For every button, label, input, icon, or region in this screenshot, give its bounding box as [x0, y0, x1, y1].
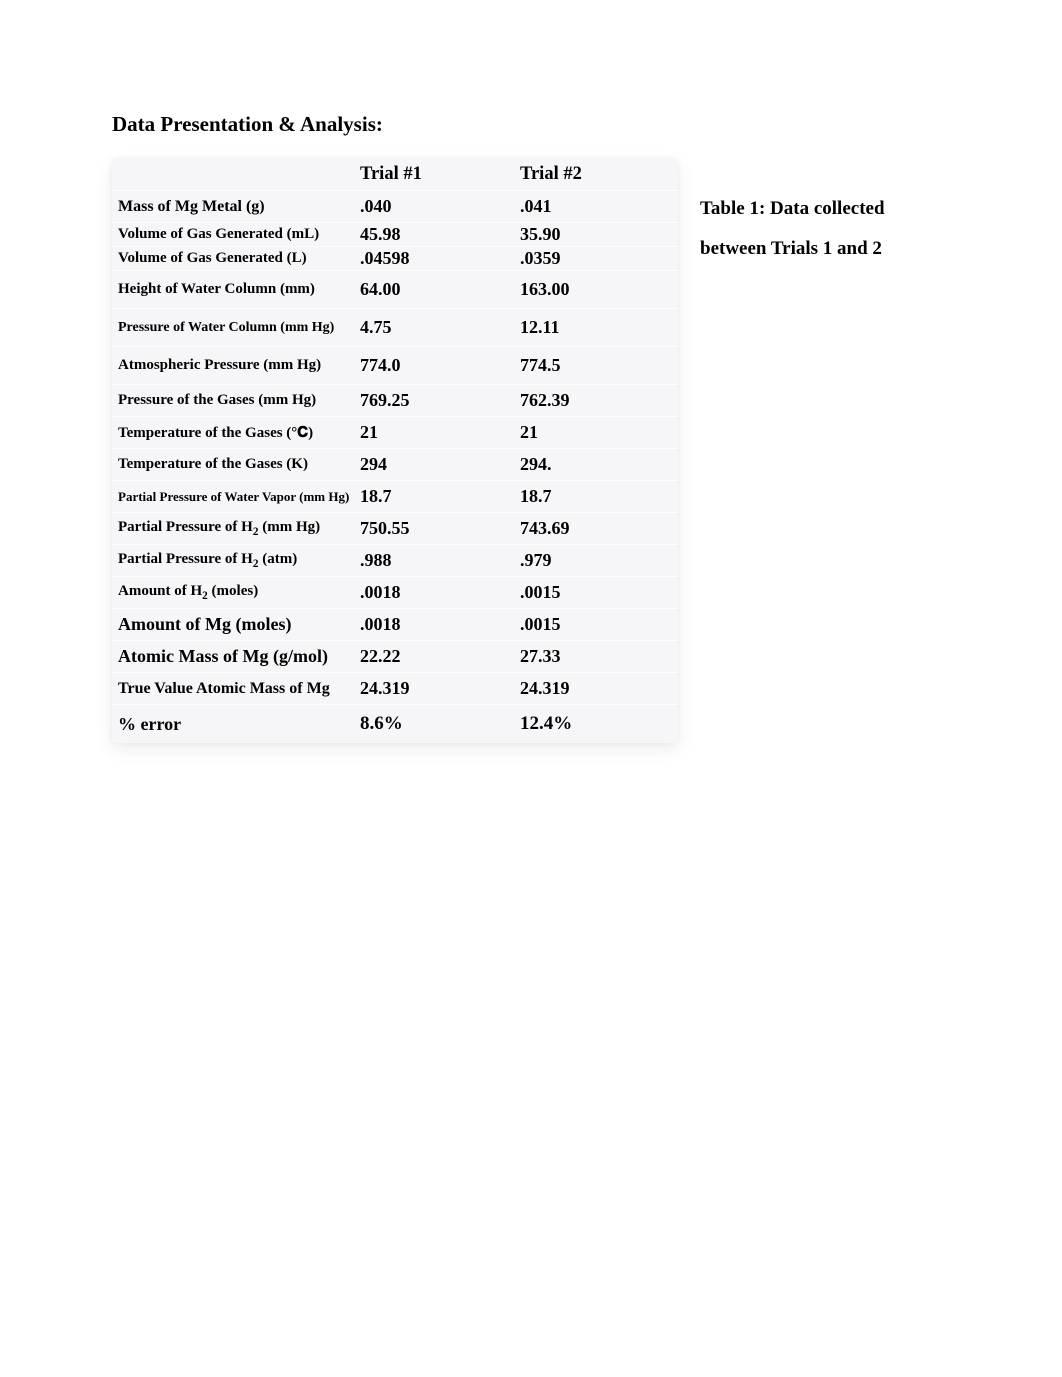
- row-label: Mass of Mg Metal (g): [112, 191, 360, 223]
- row-label: Volume of Gas Generated (L): [112, 247, 360, 271]
- row-value-trial-1: 24.319: [360, 673, 520, 705]
- table-row: Atmospheric Pressure (mm Hg)774.0774.5: [112, 347, 678, 385]
- row-value-trial-2: 743.69: [520, 513, 678, 545]
- table-row: Partial Pressure of H2 (mm Hg)750.55743.…: [112, 513, 678, 545]
- table-header-row: Trial #1Trial #2: [112, 159, 678, 191]
- row-label: Pressure of the Gases (mm Hg): [112, 385, 360, 417]
- table-row: Partial Pressure of Water Vapor (mm Hg)1…: [112, 481, 678, 513]
- row-value-trial-2: 35.90: [520, 223, 678, 247]
- row-value-trial-1: 45.98: [360, 223, 520, 247]
- row-label: Partial Pressure of Water Vapor (mm Hg): [112, 481, 360, 513]
- row-value-trial-1: .040: [360, 191, 520, 223]
- caption-line-1: Table 1: Data collected: [700, 189, 885, 229]
- table-row: Temperature of the Gases (K)294294.: [112, 449, 678, 481]
- row-label: Atomic Mass of Mg (g/mol): [112, 641, 360, 673]
- row-label: Partial Pressure of H2 (atm): [112, 545, 360, 577]
- table-row: True Value Atomic Mass of Mg24.31924.319: [112, 673, 678, 705]
- table-row: Mass of Mg Metal (g).040.041: [112, 191, 678, 223]
- table-row: Amount of H2 (moles).0018.0015: [112, 577, 678, 609]
- row-value-trial-1: 294: [360, 449, 520, 481]
- row-label: Partial Pressure of H2 (mm Hg): [112, 513, 360, 545]
- row-label: Height of Water Column (mm): [112, 271, 360, 309]
- data-table: Trial #1Trial #2Mass of Mg Metal (g).040…: [112, 159, 678, 743]
- table-row: Temperature of the Gases (°𝐂)2121: [112, 417, 678, 449]
- content-wrap: Trial #1Trial #2Mass of Mg Metal (g).040…: [112, 159, 990, 743]
- table-row: Pressure of Water Column (mm Hg)4.7512.1…: [112, 309, 678, 347]
- row-label: Volume of Gas Generated (mL): [112, 223, 360, 247]
- table-row: Atomic Mass of Mg (g/mol)22.2227.33: [112, 641, 678, 673]
- row-value-trial-2: 24.319: [520, 673, 678, 705]
- row-label: Amount of Mg (moles): [112, 609, 360, 641]
- table-row: Volume of Gas Generated (L).04598.0359: [112, 247, 678, 271]
- table-caption: Table 1: Data collected between Trials 1…: [700, 159, 885, 269]
- row-value-trial-1: 8.6%: [360, 705, 520, 743]
- row-value-trial-2: 294.: [520, 449, 678, 481]
- row-label: Amount of H2 (moles): [112, 577, 360, 609]
- row-value-trial-2: 12.11: [520, 309, 678, 347]
- row-value-trial-1: 769.25: [360, 385, 520, 417]
- row-value-trial-1: 64.00: [360, 271, 520, 309]
- row-value-trial-2: .0359: [520, 247, 678, 271]
- row-value-trial-2: 12.4%: [520, 705, 678, 743]
- row-value-trial-1: 22.22: [360, 641, 520, 673]
- row-value-trial-2: .0015: [520, 577, 678, 609]
- row-label: % error: [112, 705, 360, 743]
- row-value-trial-2: .979: [520, 545, 678, 577]
- row-value-trial-1: 21: [360, 417, 520, 449]
- row-value-trial-2: 18.7: [520, 481, 678, 513]
- row-value-trial-2: 762.39: [520, 385, 678, 417]
- data-table-container: Trial #1Trial #2Mass of Mg Metal (g).040…: [112, 159, 678, 743]
- table-row: Pressure of the Gases (mm Hg)769.25762.3…: [112, 385, 678, 417]
- row-value-trial-1: 750.55: [360, 513, 520, 545]
- row-value-trial-2: 27.33: [520, 641, 678, 673]
- row-value-trial-2: 774.5: [520, 347, 678, 385]
- row-value-trial-1: .988: [360, 545, 520, 577]
- row-value-trial-1: 774.0: [360, 347, 520, 385]
- table-row: % error8.6%12.4%: [112, 705, 678, 743]
- row-label: Temperature of the Gases (K): [112, 449, 360, 481]
- header-trial-2: Trial #2: [520, 159, 678, 191]
- caption-line-2: between Trials 1 and 2: [700, 229, 885, 269]
- row-value-trial-2: .041: [520, 191, 678, 223]
- row-value-trial-2: .0015: [520, 609, 678, 641]
- row-label: Atmospheric Pressure (mm Hg): [112, 347, 360, 385]
- row-label: True Value Atomic Mass of Mg: [112, 673, 360, 705]
- row-label: Temperature of the Gases (°𝐂): [112, 417, 360, 449]
- row-value-trial-1: .04598: [360, 247, 520, 271]
- row-value-trial-1: .0018: [360, 577, 520, 609]
- row-value-trial-2: 21: [520, 417, 678, 449]
- row-value-trial-1: .0018: [360, 609, 520, 641]
- header-trial-1: Trial #1: [360, 159, 520, 191]
- row-label: Pressure of Water Column (mm Hg): [112, 309, 360, 347]
- row-value-trial-1: 4.75: [360, 309, 520, 347]
- row-value-trial-1: 18.7: [360, 481, 520, 513]
- table-row: Amount of Mg (moles).0018.0015: [112, 609, 678, 641]
- header-label-blank: [112, 159, 360, 191]
- section-heading: Data Presentation & Analysis:: [112, 112, 990, 137]
- table-row: Partial Pressure of H2 (atm).988.979: [112, 545, 678, 577]
- table-row: Volume of Gas Generated (mL)45.9835.90: [112, 223, 678, 247]
- table-row: Height of Water Column (mm)64.00163.00: [112, 271, 678, 309]
- row-value-trial-2: 163.00: [520, 271, 678, 309]
